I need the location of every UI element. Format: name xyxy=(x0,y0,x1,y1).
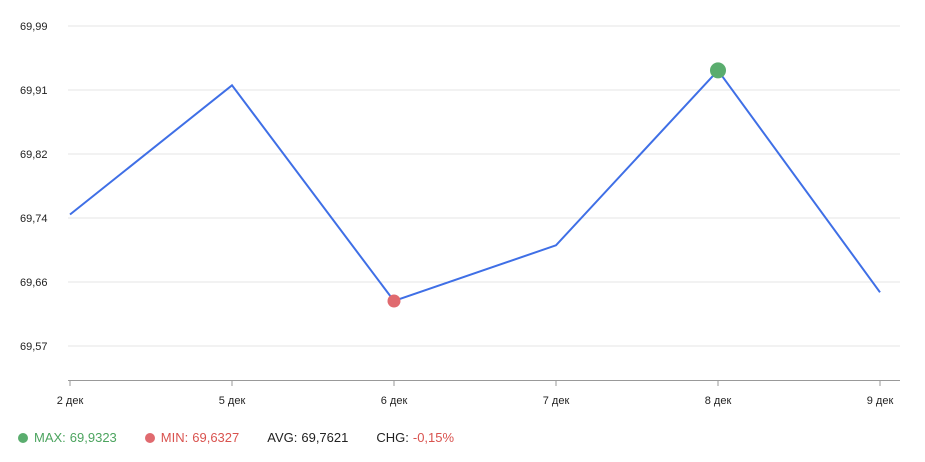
legend-chg-label: CHG: xyxy=(376,430,409,445)
y-tick-label: 69,74 xyxy=(20,213,48,225)
min-dot-icon xyxy=(144,432,155,443)
legend-avg-label: AVG: xyxy=(267,430,298,445)
x-tick-label: 6 дек xyxy=(381,395,408,407)
x-tick-label: 8 дек xyxy=(705,395,732,407)
legend-avg-value: 69,7621 xyxy=(301,430,349,445)
y-tick-label: 69,99 xyxy=(20,21,48,33)
x-tick-label: 7 дек xyxy=(543,395,570,407)
legend-max: MAX: 69,9323 xyxy=(18,430,117,445)
max-point-marker xyxy=(710,62,726,79)
legend-min: MIN: 69,6327 xyxy=(144,430,240,445)
y-tick-label: 69,57 xyxy=(20,341,48,353)
max-dot-icon xyxy=(18,432,28,443)
y-tick-label: 69,91 xyxy=(20,85,48,97)
x-tick-label: 2 дек xyxy=(57,395,84,407)
line-chart: 69,99 69,91 69,82 69,74 69,66 69,57 2 дек 5 дек… xyxy=(20,21,900,407)
y-tick-label: 69,82 xyxy=(20,149,48,161)
legend-max-label: MAX: xyxy=(34,430,66,445)
min-point-marker xyxy=(387,294,401,308)
series-line xyxy=(69,68,881,303)
legend-chg: CHG: -0,15% xyxy=(376,430,454,445)
y-tick-label: 69,66 xyxy=(20,277,48,289)
legend-min-value: 69,6327 xyxy=(192,430,240,445)
x-tick-label: 9 дек xyxy=(867,395,894,407)
legend-chg-value: -0,15% xyxy=(412,430,455,445)
legend-max-value: 69,9323 xyxy=(69,430,117,445)
stats-legend: MAX: 69,9323 MIN: 69,6327 AVG: 69,7621 C… xyxy=(18,430,454,445)
legend-min-label: MIN: xyxy=(160,430,189,445)
legend-avg: AVG: 69,7621 xyxy=(267,430,348,445)
x-tick-label: 5 дек xyxy=(219,395,246,407)
